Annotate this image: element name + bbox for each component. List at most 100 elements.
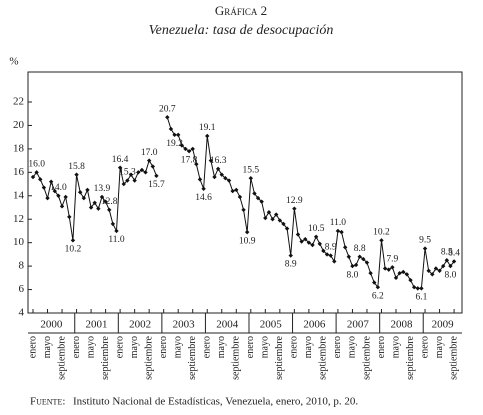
marker [48,179,54,184]
marker [208,158,214,163]
data-label: 10.2 [65,245,82,255]
year-label: 2003 [173,319,196,331]
y-tick-label: 10 [13,236,25,248]
data-label: 15.7 [148,180,165,190]
marker [303,236,308,242]
data-label: 8.9 [325,243,337,253]
marker [317,241,322,247]
marker [393,275,399,281]
marker [88,205,94,210]
plot-frame [27,71,463,314]
year-label: 2004 [216,319,239,331]
marker [386,267,391,272]
marker [437,268,442,273]
marker [132,178,137,183]
marker [212,174,217,180]
marker [237,194,243,200]
marker [215,166,221,172]
marker [63,194,68,200]
marker [263,215,268,221]
x-tick-label: septiembre [100,335,111,379]
y-tick-label: 16 [13,166,25,178]
marker [201,186,206,191]
x-tick-label: enero [202,336,213,358]
marker [411,285,417,290]
marker [30,174,36,180]
marker [332,259,337,264]
source-text: Instituto Nacional de Estadísticas, Vene… [73,396,358,408]
marker [350,263,355,269]
marker [34,170,39,175]
marker [150,164,155,169]
marker [70,238,76,243]
marker [241,207,246,213]
y-tick-label: 14 [13,189,25,201]
x-tick-label: septiembre [318,335,329,379]
marker [56,193,61,198]
x-tick-label: mayo [129,336,140,358]
marker [186,149,192,154]
marker [357,254,362,259]
marker [125,178,130,183]
data-label: 10.2 [373,228,390,238]
data-label: 16.4 [112,155,129,165]
marker [281,221,286,227]
marker [92,200,97,206]
year-label: 2009 [432,319,455,331]
data-label: 14.6 [195,193,212,203]
data-label: 19.2 [166,139,183,149]
year-label: 2000 [40,319,63,331]
marker [154,173,159,179]
y-tick-label: 4 [19,307,25,319]
marker [313,234,319,240]
marker [324,252,330,257]
data-label: 6.2 [372,291,384,301]
marker [128,172,134,177]
marker [183,146,188,152]
chart-title: Gráfica 2 [215,3,267,18]
year-label: 2007 [347,319,370,331]
marker [179,143,185,148]
data-label: 10.9 [239,236,256,246]
marker [165,115,170,120]
x-tick-label: enero [332,336,343,358]
marker [38,177,43,182]
marker [328,253,333,258]
x-tick-label: septiembre [274,335,285,379]
marker [168,126,174,132]
marker [382,266,388,271]
data-label: 8.0 [347,270,359,280]
marker [353,262,359,268]
marker [364,260,370,265]
chart-subtitle: Venezuela: tasa de desocupación [149,23,334,38]
marker [295,232,301,237]
marker [219,172,224,177]
marker [230,188,235,194]
marker [252,191,257,196]
marker [397,270,402,276]
data-label: 16.0 [28,160,45,170]
marker [451,259,457,264]
marker [284,226,290,231]
marker [121,181,126,187]
data-label: 15.5 [242,165,259,175]
marker [379,238,384,243]
marker [41,185,47,190]
marker [277,218,283,223]
marker [444,258,450,263]
marker [401,269,406,275]
marker [136,170,141,175]
marker [139,167,145,173]
y-tick-label: 8 [19,260,25,272]
x-tick-label: mayo [390,336,401,358]
data-label: 8.4 [448,249,460,259]
marker [244,229,250,235]
x-tick-label: mayo [42,336,53,358]
x-tick-label: septiembre [56,335,67,379]
data-label: 11.0 [330,218,347,228]
y-tick-label: 6 [19,283,25,295]
marker [321,248,326,254]
marker [117,165,123,170]
x-tick-label: enero [114,336,125,358]
